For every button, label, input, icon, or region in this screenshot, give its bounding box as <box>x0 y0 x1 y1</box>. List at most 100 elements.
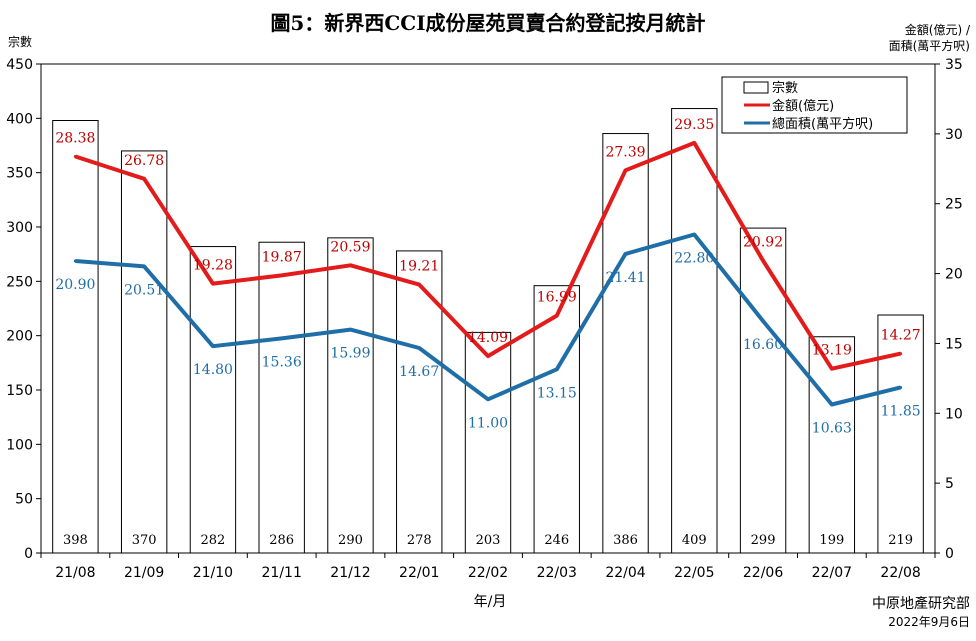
series-point <box>142 177 146 181</box>
bar-value-label: 409 <box>682 533 707 548</box>
bar-value-label: 370 <box>132 533 157 548</box>
series-data-label: 14.09 <box>468 330 508 346</box>
y-left-tick-label: 0 <box>24 546 33 562</box>
y-right-tick-label: 30 <box>945 127 963 143</box>
series-point <box>280 273 284 277</box>
y-left-tick-label: 400 <box>6 111 33 127</box>
source-date: 2022年9月6日 <box>888 615 970 629</box>
series-data-label: 26.78 <box>124 153 164 169</box>
series-point <box>692 141 696 145</box>
series-point <box>624 252 628 256</box>
x-tick-label: 22/04 <box>605 565 645 581</box>
series-data-label: 16.99 <box>537 290 577 306</box>
series-point <box>280 336 284 340</box>
x-tick-label: 22/07 <box>812 565 852 581</box>
bar <box>120 150 168 554</box>
series-data-label: 29.35 <box>674 117 714 133</box>
series-data-label: 21.41 <box>605 270 645 286</box>
bar-value-label: 199 <box>819 533 844 548</box>
y-axis-right-label-line1: 金額(億元) / <box>905 22 971 37</box>
y-left-tick-label: 450 <box>6 57 33 73</box>
x-tick-label: 21/12 <box>330 565 370 581</box>
y-right-tick-label: 15 <box>945 336 963 352</box>
bar-value-label: 278 <box>407 533 432 548</box>
series-data-label: 13.15 <box>537 385 577 401</box>
series-data-label: 15.99 <box>330 346 370 362</box>
series-data-label: 20.59 <box>330 239 370 255</box>
x-tick-label: 22/02 <box>468 565 508 581</box>
x-tick-label: 21/09 <box>124 565 164 581</box>
plot-layer: 0 50 100 150 200 250 300 350 400 450 0 5 10 15 20 25 30 3… <box>6 57 963 581</box>
y-right-tick-label: 25 <box>945 197 963 213</box>
bar <box>808 336 856 554</box>
bar <box>671 108 718 554</box>
series-data-label: 14.67 <box>399 364 439 380</box>
series-data-label: 14.27 <box>881 328 921 344</box>
x-tick-label: 22/01 <box>399 565 439 581</box>
bar <box>396 250 443 554</box>
series-point <box>417 283 421 287</box>
series-point <box>899 385 903 389</box>
x-tick-label: 21/10 <box>193 565 233 581</box>
x-tick-label: 22/03 <box>537 565 577 581</box>
series-data-label: 20.90 <box>55 277 95 293</box>
y-right-tick-label: 20 <box>945 267 963 283</box>
bar-value-label: 398 <box>63 533 88 548</box>
series-point <box>555 314 559 318</box>
y-left-tick-label: 350 <box>6 166 33 182</box>
series-data-label: 28.38 <box>55 130 95 146</box>
bar-value-label: 290 <box>338 533 363 548</box>
y-axis-left-label: 宗數 <box>8 34 32 49</box>
bar-value-label: 386 <box>613 533 638 548</box>
series-data-label: 15.36 <box>262 354 302 370</box>
series-point <box>899 352 903 356</box>
bar <box>327 237 374 554</box>
series-point <box>486 397 490 401</box>
bar <box>464 331 512 554</box>
y-left-tick-label: 50 <box>15 492 33 508</box>
bar <box>533 285 580 554</box>
y-axis-right-label-line2: 面積(萬平方呎) <box>889 38 970 53</box>
legend-label-area: 總面積(萬平方呎) <box>772 116 873 132</box>
series-point <box>211 282 215 286</box>
legend: 宗數 金額(億元) 總面積(萬平方呎) <box>721 76 908 134</box>
chart-title: 圖5：新界西CCI成份屋苑買賣合約登記按月統計 <box>270 11 705 35</box>
series-data-label: 27.39 <box>605 144 645 160</box>
series-data-label: 16.60 <box>743 337 783 353</box>
series-point <box>348 263 352 267</box>
y-right-tick-label: 5 <box>945 476 954 492</box>
legend-label-amount: 金額(億元) <box>772 98 834 114</box>
series-point <box>761 319 765 323</box>
y-right-tick-label: 35 <box>945 57 963 73</box>
bar-value-label: 219 <box>888 533 913 548</box>
series-data-label: 13.19 <box>812 343 852 359</box>
bar <box>602 133 649 554</box>
y-left-tick-label: 300 <box>6 220 33 236</box>
series-data-label: 20.51 <box>124 282 164 298</box>
series-point <box>142 264 146 268</box>
bar-value-label: 282 <box>201 533 226 548</box>
y-left-tick-label: 200 <box>6 329 33 345</box>
bar <box>877 314 924 554</box>
series-point <box>211 344 215 348</box>
series-data-label: 11.85 <box>881 403 921 419</box>
series-data-label: 19.28 <box>193 258 233 274</box>
x-tick-label: 22/05 <box>674 565 714 581</box>
series-point <box>830 402 834 406</box>
bar-value-label: 286 <box>269 533 294 548</box>
series-data-label: 11.00 <box>468 415 508 431</box>
series-point <box>73 259 77 263</box>
series-point <box>761 259 765 263</box>
y-left-tick-label: 250 <box>6 274 33 290</box>
series-point <box>417 346 421 350</box>
bar-value-label: 203 <box>476 533 501 548</box>
bar <box>189 246 237 554</box>
series-data-label: 19.21 <box>399 259 439 275</box>
bar <box>258 241 305 554</box>
x-tick-label: 22/06 <box>743 565 783 581</box>
y-left-tick-label: 100 <box>6 437 33 453</box>
bar-value-label: 299 <box>751 533 776 548</box>
series-point <box>73 154 77 158</box>
